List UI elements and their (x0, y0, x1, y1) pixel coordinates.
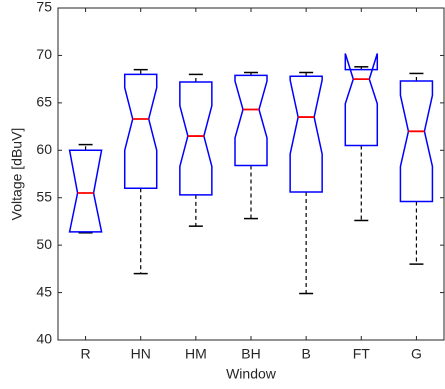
y-tick-label: 50 (36, 236, 52, 252)
x-tick-label: R (81, 346, 91, 362)
box (399, 80, 434, 203)
x-tick-label: HN (131, 346, 151, 362)
y-tick-label: 65 (36, 94, 52, 110)
box (234, 74, 268, 167)
y-tick-label: 55 (36, 188, 52, 204)
y-tick-label: 70 (36, 46, 52, 62)
box (344, 53, 379, 147)
y-axis-label: Voltage [dBuV] (9, 128, 25, 221)
box (68, 149, 103, 233)
y-tick-label: 45 (36, 283, 52, 299)
box (123, 73, 158, 189)
x-axis-label: Window (226, 366, 277, 382)
x-tick-label: BH (241, 346, 260, 362)
x-tick-label: HM (185, 346, 207, 362)
x-tick-label: FT (353, 346, 371, 362)
y-tick-label: 75 (36, 0, 52, 15)
box (289, 75, 323, 193)
y-tick-label: 60 (36, 141, 52, 157)
box (179, 81, 213, 196)
y-tick-label: 40 (36, 331, 52, 347)
x-tick-label: B (301, 346, 310, 362)
x-tick-label: G (411, 346, 422, 362)
